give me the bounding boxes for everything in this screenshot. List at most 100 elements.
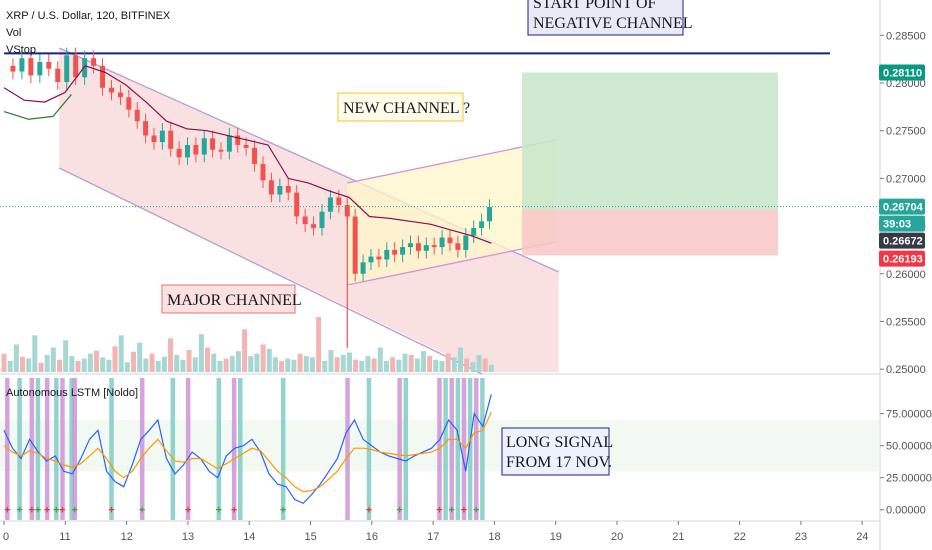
signal-stripe (17, 378, 22, 520)
signal-stripe (139, 378, 145, 520)
time-tick-label: 18 (488, 531, 500, 543)
candle-body (168, 130, 174, 149)
candle-body (311, 224, 317, 228)
volume-bar (186, 350, 192, 372)
candle-body (376, 256, 382, 260)
signal-stripe (216, 378, 222, 520)
candle-body (252, 147, 258, 165)
volume-bar (297, 353, 303, 372)
candle-body (226, 135, 232, 152)
lstm-indicator-pane[interactable]: + + + + + + + + + + + + + + + + + + + + (0, 378, 880, 520)
signal-stripe (238, 378, 243, 520)
long-signal-line-2: FROM 17 NOV. (506, 454, 612, 471)
price-tick-label: 0.27000 (886, 173, 926, 185)
volume-bar (266, 348, 272, 372)
volume-bar (87, 353, 93, 372)
candle-body (218, 149, 224, 152)
candle-body (415, 243, 421, 251)
signal-stripe (397, 378, 402, 520)
volume-bar (260, 344, 266, 372)
volume-bar (63, 340, 69, 372)
vstop-line (3, 65, 492, 244)
price-pane[interactable] (0, 47, 880, 375)
volume-bar (371, 358, 377, 372)
signal-marker: + (59, 505, 65, 517)
start-point-annotation[interactable]: START POINT OF NEGATIVE CHANNEL (527, 0, 693, 36)
signal-stripe (69, 378, 74, 520)
candle-body (471, 227, 477, 236)
volume-bar (328, 350, 334, 372)
candle-body (327, 197, 333, 212)
signal-marker: + (108, 505, 114, 517)
volume-histogram (1, 317, 494, 372)
volume-bar (408, 354, 414, 372)
signal-stripe (72, 378, 77, 520)
price-tick-label: 0.26000 (886, 269, 926, 281)
candle-body (46, 62, 52, 69)
volume-bar (44, 354, 50, 372)
time-tick-label: 24 (856, 531, 868, 543)
price-tag-box (879, 64, 925, 81)
candle-body (126, 97, 132, 110)
new-channel-annotation[interactable]: NEW CHANNEL ? (337, 92, 470, 122)
time-tick-label: 0 (3, 531, 9, 543)
volume-bar (217, 361, 223, 372)
candle-body (235, 135, 241, 145)
volume-bar (235, 351, 241, 372)
volume-bar (94, 350, 100, 372)
price-tick-label: 0.28500 (886, 30, 926, 42)
long-signal-annotation[interactable]: LONG SIGNAL FROM 17 NOV. (501, 427, 613, 476)
candle-body (384, 249, 390, 260)
new-channel-region (347, 140, 556, 285)
candle-body (243, 144, 249, 148)
volume-bar (20, 356, 26, 372)
signal-stripe (443, 378, 448, 520)
volume-bar (390, 357, 396, 372)
signal-stripe (29, 378, 35, 520)
volume-bar (75, 361, 81, 372)
candle-body (486, 206, 492, 222)
candle-body (193, 144, 199, 155)
long-signal-line-1: LONG SIGNAL (506, 434, 613, 451)
signal-stripe (60, 378, 65, 520)
volume-bar (131, 351, 137, 372)
signal-marker: + (53, 505, 59, 517)
vol-label: Vol (6, 27, 21, 39)
lstm-tick-label: 50.00000 (886, 441, 932, 453)
volume-bar (26, 358, 32, 372)
lstm-tick-label: 0.00000 (886, 505, 926, 517)
volume-bar (488, 364, 494, 372)
candle-body (73, 55, 79, 78)
time-tick-label: 14 (243, 531, 255, 543)
price-tags: 0.28110 0.26704 39:03 0.26672 0.26193 (879, 64, 925, 267)
volume-bar (445, 353, 451, 372)
volume-bar (106, 359, 112, 372)
volume-bar (439, 361, 445, 372)
volume-bar (242, 329, 248, 372)
signal-stripe (280, 378, 286, 520)
candle-body (37, 62, 43, 76)
signal-stripe (345, 378, 350, 520)
candle-body (159, 130, 165, 143)
time-tick-label: 22 (734, 531, 746, 543)
volume-bar (464, 358, 470, 372)
volume-bar (1, 353, 7, 372)
signal-stripe (480, 378, 485, 520)
candle-body (260, 164, 266, 181)
volume-bar (13, 344, 19, 372)
volume-bar (414, 358, 420, 372)
volume-bar (476, 354, 482, 372)
time-tick-label: 20 (611, 531, 623, 543)
price-tag-label: 0.28110 (883, 67, 922, 79)
candle-body (479, 221, 485, 228)
signal-marker: + (448, 505, 454, 517)
major-channel-annotation[interactable]: MAJOR CHANNEL (161, 284, 302, 314)
signal-marker: + (16, 505, 22, 517)
lstm-tick-label: 25.00000 (886, 473, 932, 485)
signal-marker: + (461, 505, 467, 517)
signal-stripe (109, 378, 114, 520)
candle-body (109, 87, 115, 93)
volume-bar (32, 335, 38, 372)
candle-body (82, 58, 88, 78)
